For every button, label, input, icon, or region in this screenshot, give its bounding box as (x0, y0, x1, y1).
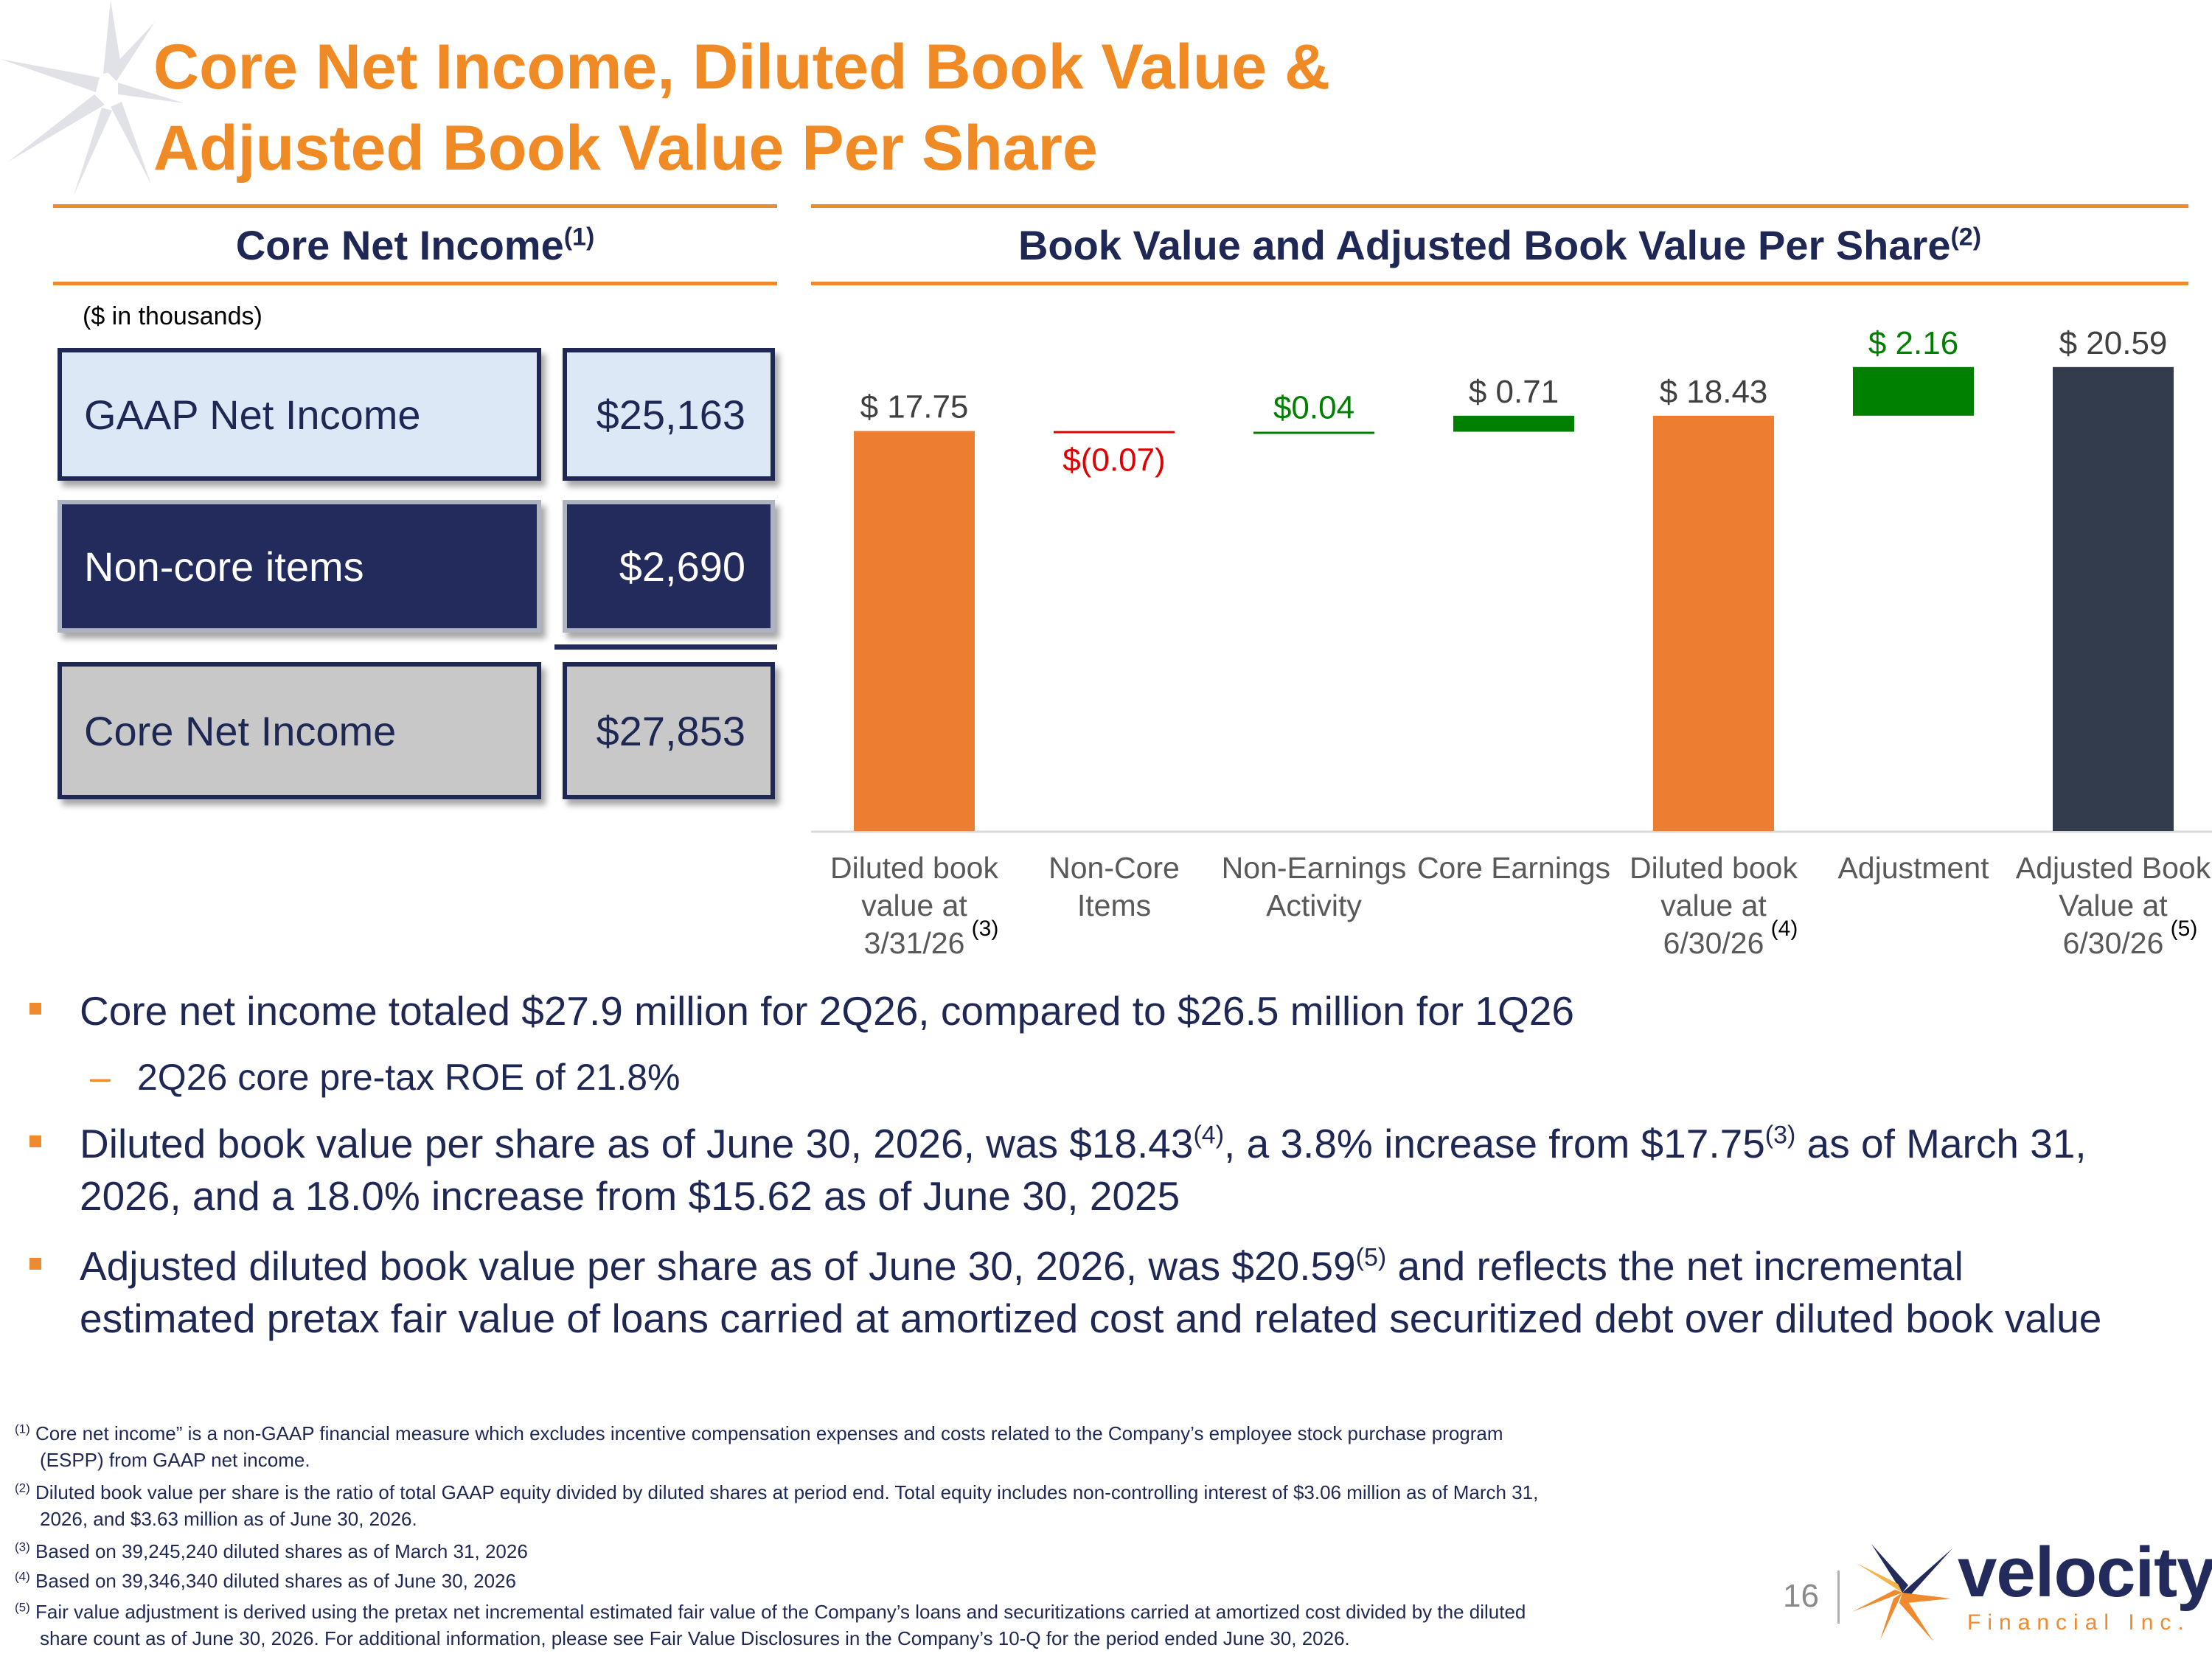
category-label-4-2: 6/30/26 (1663, 926, 1764, 960)
bar-value-label-6: $ 20.59 (2059, 325, 2168, 361)
category-label-3-0: Core Earnings (1417, 851, 1610, 885)
category-note-4: (4) (1771, 917, 1798, 941)
core-net-income-value: $27,853 (563, 662, 775, 799)
category-note-6: (5) (2171, 917, 2198, 941)
gaap-net-income-value: $25,163 (563, 348, 775, 481)
bullet-marker (29, 1135, 41, 1147)
footnote-4: (4) Based on 39,346,340 diluted shares a… (15, 1569, 516, 1592)
footnote-3: (3) Based on 39,245,240 diluted shares a… (15, 1540, 528, 1562)
category-label-6-1: Value at (2059, 888, 2168, 922)
star-watermark-icon (0, 0, 184, 195)
book-value-heading: Book Value and Adjusted Book Value Per S… (1018, 222, 1982, 268)
non-core-items-value: $2,690 (563, 500, 775, 633)
footnote-mark: (1) (15, 1422, 30, 1436)
category-label-6-2: 6/30/26 (2063, 926, 2164, 960)
core-net-income-heading: Core Net Income(1) (235, 222, 595, 268)
category-label-5-0: Adjustment (1837, 851, 1989, 885)
units-note: ($ in thousands) (83, 302, 262, 330)
right-heading-top-rule (811, 204, 2188, 208)
footnote-mark: (5) (15, 1600, 30, 1615)
left-heading-bottom-rule (53, 282, 777, 285)
category-label-2-1: Activity (1266, 888, 1362, 922)
sub-bullet-dash: – (90, 1057, 111, 1098)
velocity-logo-word: velocity (1958, 1533, 2212, 1612)
category-label-4-1: value at (1660, 888, 1767, 922)
bar-value-label-3: $ 0.71 (1469, 374, 1559, 410)
category-label-0-0: Diluted book (830, 851, 998, 885)
core-net-income-label: Core Net Income (58, 662, 541, 799)
category-label-6-0: Adjusted Book (2016, 851, 2211, 885)
footnote-1: (1) Core net income” is a non-GAAP finan… (15, 1422, 1503, 1471)
footnote-2: (2) Diluted book value per share is the … (15, 1481, 1539, 1530)
category-label-0-2: 3/31/26 (864, 926, 965, 960)
bar-6 (2053, 366, 2174, 831)
velocity-star-logo-icon (1852, 1544, 1952, 1641)
bar-value-label-1: $(0.07) (1062, 442, 1165, 479)
bullet-diluted-book-value: Diluted book value per share as of June … (80, 1121, 2087, 1219)
bullet-core-net-income: Core net income totaled $27.9 million fo… (80, 988, 1574, 1034)
right-heading-bottom-rule (811, 282, 2188, 285)
page-number: 16 (1783, 1578, 1819, 1614)
bar-0 (854, 431, 975, 831)
sum-underline (554, 644, 777, 650)
category-label-1-0: Non-Core (1048, 851, 1180, 885)
bullet-marker (29, 1258, 41, 1270)
footnote-ref: (4) (1193, 1121, 1225, 1150)
bar-value-label-0: $ 17.75 (860, 389, 969, 425)
bar-2 (1253, 431, 1374, 434)
bar-3 (1453, 415, 1574, 432)
gaap-net-income-label: GAAP Net Income (58, 348, 541, 481)
bullet-adjusted-book-value: Adjusted diluted book value per share as… (80, 1243, 2102, 1341)
bar-4 (1653, 415, 1774, 831)
footnote-mark: (2) (15, 1481, 30, 1495)
slide-title-line-1: Core Net Income, Diluted Book Value & (153, 32, 1331, 102)
page-number-separator (1837, 1571, 1840, 1624)
left-heading-top-rule (53, 204, 777, 208)
slide-title-line-2: Adjusted Book Value Per Share (153, 113, 1098, 184)
footnote-5: (5) Fair value adjustment is derived usi… (15, 1600, 1526, 1649)
non-core-items-label: Non-core items (58, 500, 541, 633)
velocity-logo-subtitle: Financial Inc. (1967, 1610, 2191, 1635)
footnote-ref: (3) (1764, 1121, 1796, 1150)
bar-5 (1853, 366, 1974, 416)
footnote-mark: (3) (15, 1540, 30, 1554)
category-label-0-1: value at (861, 888, 967, 922)
bar-1 (1054, 431, 1175, 434)
category-label-4-0: Diluted book (1630, 851, 1798, 885)
footnote-ref: (5) (1355, 1243, 1387, 1272)
bar-value-label-4: $ 18.43 (1660, 374, 1768, 410)
footnote-mark: (4) (15, 1569, 30, 1584)
category-label-1-1: Items (1077, 888, 1151, 922)
sub-bullet-roe: 2Q26 core pre-tax ROE of 21.8% (137, 1057, 681, 1098)
category-label-2-0: Non-Earnings (1222, 851, 1407, 885)
bar-value-label-5: $ 2.16 (1868, 325, 1958, 361)
bar-value-label-2: $0.04 (1273, 390, 1354, 426)
category-note-0: (3) (972, 917, 999, 941)
bullet-marker (29, 1003, 41, 1015)
